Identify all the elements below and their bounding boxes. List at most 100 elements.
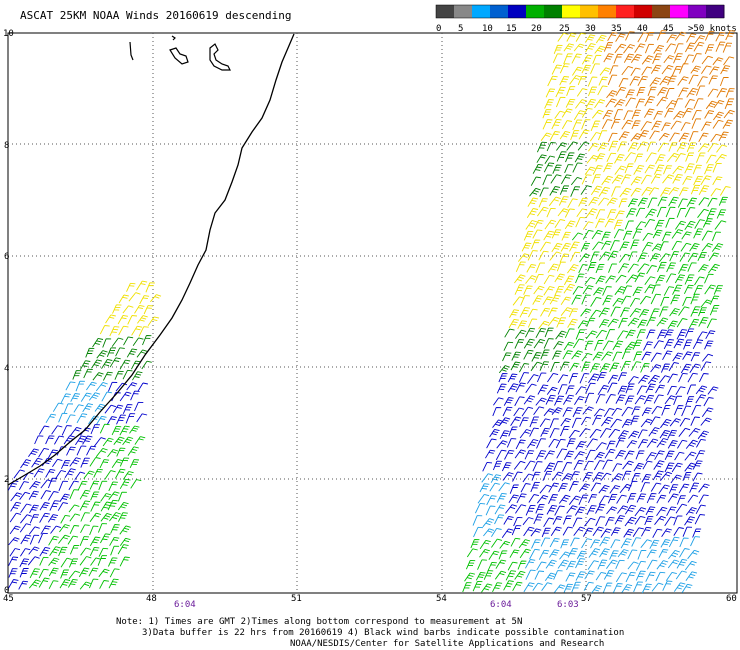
wind-barb <box>636 329 646 339</box>
wind-barb <box>502 406 513 417</box>
wind-barb <box>136 349 148 358</box>
wind-barb <box>608 263 617 273</box>
wind-barb <box>29 534 40 545</box>
wind-barb <box>637 252 648 263</box>
wind-barb <box>661 64 674 75</box>
wind-barb <box>654 450 665 460</box>
wind-barb <box>652 528 663 538</box>
wind-barb <box>686 33 697 43</box>
wind-barb <box>666 34 677 44</box>
wind-barb <box>127 446 139 456</box>
wind-barb <box>709 295 720 305</box>
wind-barb <box>95 447 108 458</box>
wind-barb <box>556 317 567 328</box>
wind-barb <box>107 557 118 567</box>
wind-barb <box>646 141 656 152</box>
wind-barb <box>623 110 633 121</box>
wind-barb <box>689 363 701 373</box>
wind-barb <box>107 499 118 511</box>
lon-label-51: 51 <box>291 594 302 604</box>
wind-barb <box>514 396 525 407</box>
wind-barb <box>704 284 716 295</box>
wind-barb <box>477 559 487 570</box>
wind-barb <box>595 394 606 404</box>
wind-barb <box>592 165 603 175</box>
wind-barb <box>667 320 678 330</box>
wind-barb <box>654 219 665 230</box>
lon-label-45: 45 <box>3 594 14 604</box>
wind-barb <box>593 408 605 417</box>
wind-barb <box>83 470 95 479</box>
wind-barb <box>523 285 533 295</box>
wind-barb <box>107 381 118 392</box>
wind-barb <box>650 293 661 305</box>
wind-barb <box>571 581 581 593</box>
wind-barb <box>607 250 619 261</box>
wind-barb <box>602 286 612 296</box>
wind-barb <box>522 473 534 483</box>
legend-swatch <box>616 5 635 18</box>
wind-barb <box>568 481 579 492</box>
wind-barb <box>698 483 710 493</box>
wind-barb <box>130 390 140 401</box>
wind-barb <box>623 53 634 63</box>
wind-barb <box>556 142 568 151</box>
wind-barb <box>637 429 648 439</box>
wind-barb <box>77 480 88 491</box>
wind-barb <box>675 570 687 580</box>
wind-barb <box>464 572 476 582</box>
wind-barb <box>547 372 559 383</box>
wind-barb <box>584 340 594 350</box>
wind-barb <box>34 435 44 445</box>
wind-barb <box>690 536 701 547</box>
wind-barb <box>693 285 704 296</box>
wind-barb <box>682 526 693 537</box>
wind-barb <box>637 32 649 43</box>
wind-barb <box>630 187 642 197</box>
wind-barb <box>559 185 570 195</box>
wind-barb <box>542 296 553 306</box>
wind-barb <box>108 481 118 492</box>
wind-barb <box>577 141 590 151</box>
wind-barb <box>618 198 628 208</box>
wind-barb <box>664 329 674 339</box>
wind-barb <box>633 462 644 472</box>
wind-barb <box>620 307 630 318</box>
wind-barb <box>625 329 636 339</box>
wind-barb <box>621 470 632 481</box>
wind-barb <box>547 316 560 327</box>
wind-barb <box>20 534 32 545</box>
wind-barb <box>530 481 540 493</box>
wind-barb <box>555 96 566 108</box>
wind-barb <box>88 392 101 401</box>
wind-barb <box>668 484 679 494</box>
wind-barb <box>557 384 568 395</box>
wind-barb <box>10 501 22 512</box>
wind-barb <box>584 166 596 176</box>
wind-barb <box>523 582 535 593</box>
legend-swatch <box>670 5 689 18</box>
wind-barb <box>587 76 598 87</box>
wind-barb <box>568 373 579 384</box>
wind-barb <box>594 99 606 109</box>
wind-barb <box>665 571 677 582</box>
wind-barb <box>646 493 657 504</box>
wind-barb <box>701 121 712 132</box>
wind-barb <box>673 405 684 416</box>
wind-barb <box>607 31 618 42</box>
wind-barb <box>90 501 101 512</box>
wind-barb <box>714 220 727 230</box>
wind-barb <box>698 197 710 206</box>
wind-barb <box>110 524 120 534</box>
wind-barb <box>527 197 539 207</box>
wind-barb <box>698 494 709 504</box>
wind-barb <box>122 436 134 446</box>
wind-barb <box>69 544 80 555</box>
wind-barb <box>608 132 618 142</box>
wind-barb <box>678 87 689 98</box>
wind-barb <box>503 341 514 351</box>
wind-barb <box>627 142 639 152</box>
wind-barb <box>678 132 690 142</box>
wind-barb <box>581 119 591 130</box>
wind-barb <box>573 460 584 471</box>
